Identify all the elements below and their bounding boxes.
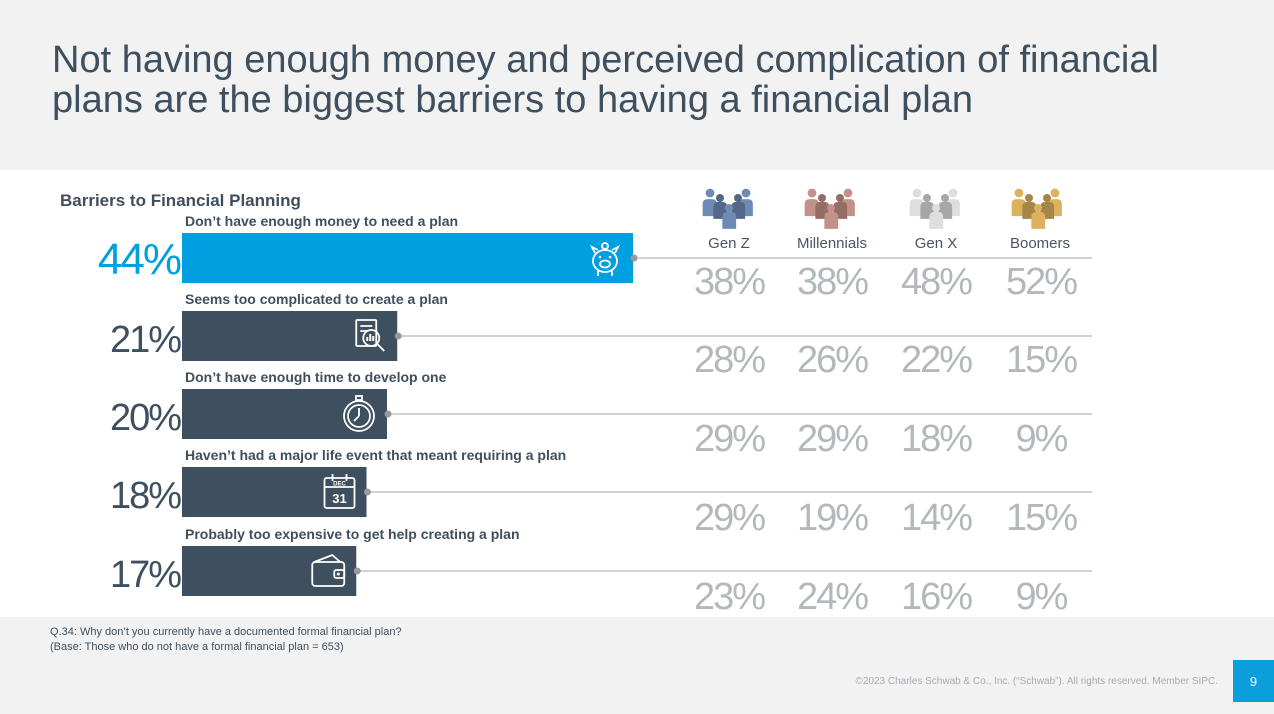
category-label: Don’t have enough money to need a plan <box>185 213 458 229</box>
footnote-question: Q.34: Why don’t you currently have a doc… <box>50 626 402 638</box>
gen-value-label: 28% <box>694 339 765 381</box>
gen-value-label: 24% <box>797 576 868 618</box>
calendar-day-text: 31 <box>332 491 346 506</box>
category-label: Haven’t had a major life event that mean… <box>185 447 566 463</box>
wallet-icon <box>311 553 346 587</box>
gen-value-label: 18% <box>901 418 972 460</box>
gen-x-people-icon <box>909 188 960 229</box>
gen-value-label: 48% <box>901 261 972 303</box>
bar-end-dot <box>394 332 402 340</box>
stopwatch-icon <box>343 395 375 432</box>
bar-2 <box>182 311 398 361</box>
category-label: Seems too complicated to create a plan <box>185 291 448 307</box>
footnote-base: (Base: Those who do not have a formal fi… <box>50 641 344 653</box>
page-number: 9 <box>1233 660 1274 702</box>
gen-value-label: 23% <box>694 576 765 618</box>
gen-value-label: 29% <box>797 418 868 460</box>
value-label: 18% <box>110 475 181 517</box>
gen-value-label: 29% <box>694 418 765 460</box>
millennials-people-icon <box>804 188 855 229</box>
header-band <box>0 0 1274 170</box>
document-magnifier-icon <box>355 319 385 352</box>
gen-z-people-icon <box>702 188 753 229</box>
gen-value-label: 19% <box>797 497 868 539</box>
page-title: Not having enough money and perceived co… <box>52 39 1159 121</box>
gen-value-label: 9% <box>1016 576 1068 618</box>
value-label: 17% <box>110 554 181 596</box>
bar-end-dot <box>364 488 371 496</box>
calendar-month-text: DEC <box>333 482 346 488</box>
gen-value-label: 29% <box>694 497 765 539</box>
value-label: 20% <box>110 397 181 439</box>
value-label: 21% <box>110 319 181 361</box>
gen-value-label: 38% <box>694 261 765 303</box>
value-label: 44% <box>98 235 181 284</box>
gen-value-label: 15% <box>1006 339 1077 381</box>
bar-1 <box>182 233 633 283</box>
calendar-icon: DEC 31 <box>323 474 356 509</box>
category-label: Probably too expensive to get help creat… <box>185 526 520 542</box>
gen-value-label: 52% <box>1006 261 1077 303</box>
boomers-people-icon <box>1011 188 1062 229</box>
gen-value-label: 22% <box>901 339 972 381</box>
bar-end-dot <box>353 567 361 575</box>
gen-label-gen-z: Gen Z <box>708 235 750 252</box>
copyright-text: ©2023 Charles Schwab & Co., Inc. (“Schwa… <box>855 676 1218 687</box>
gen-label-gen-x: Gen X <box>914 235 958 252</box>
bar-5 <box>182 546 357 596</box>
bar-end-dot <box>384 410 392 418</box>
piggy-bank-icon <box>589 242 621 276</box>
gen-label-boomers: Boomers <box>1009 235 1071 252</box>
gen-value-label: 38% <box>797 261 868 303</box>
gen-value-label: 15% <box>1006 497 1077 539</box>
gen-value-label: 14% <box>901 497 972 539</box>
chart-title: Barriers to Financial Planning <box>60 191 301 210</box>
bar-3 <box>182 389 387 439</box>
category-label: Don’t have enough time to develop one <box>185 369 447 385</box>
gen-value-label: 16% <box>901 576 972 618</box>
gen-value-label: 26% <box>797 339 868 381</box>
gen-value-label: 9% <box>1016 418 1068 460</box>
bar-end-dot <box>630 254 638 262</box>
gen-label-millennials: Millennials <box>796 235 868 252</box>
